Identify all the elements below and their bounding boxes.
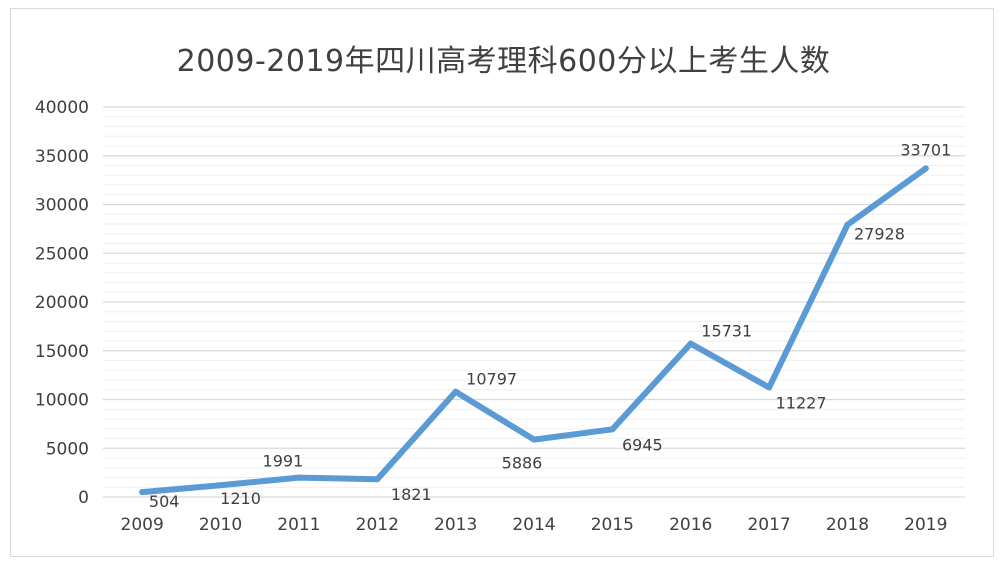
data-label: 10797 xyxy=(466,370,517,389)
x-tick-label: 2009 xyxy=(121,515,164,535)
data-label: 33701 xyxy=(900,140,951,159)
y-tick-label: 35000 xyxy=(35,147,89,167)
minor-gridlines xyxy=(103,116,965,488)
x-tick-label: 2010 xyxy=(199,515,242,535)
data-label: 1210 xyxy=(220,489,261,508)
x-tick-label: 2011 xyxy=(277,515,320,535)
data-label: 1991 xyxy=(263,452,304,471)
chart-title: 2009-2019年四川高考理科600分以上考生人数 xyxy=(176,44,831,79)
x-tick-label: 2017 xyxy=(747,515,790,535)
data-point xyxy=(922,165,929,172)
data-label: 6945 xyxy=(622,435,663,454)
x-tick-label: 2015 xyxy=(591,515,634,535)
data-label: 504 xyxy=(149,492,180,511)
y-tick-label: 5000 xyxy=(46,439,89,459)
data-label: 15731 xyxy=(701,322,752,341)
major-gridlines xyxy=(103,106,965,498)
data-point xyxy=(217,482,224,489)
x-tick-label: 2016 xyxy=(669,515,712,535)
data-point xyxy=(531,436,537,443)
x-tick-label: 2019 xyxy=(904,515,947,535)
y-tick-label: 20000 xyxy=(35,293,89,313)
x-tick-label: 2014 xyxy=(512,515,555,535)
data-label: 5886 xyxy=(502,454,543,473)
series-group xyxy=(139,165,929,496)
y-tick-label: 0 xyxy=(78,488,89,508)
data-point xyxy=(452,388,459,395)
data-label: 27928 xyxy=(854,225,905,244)
y-tick-label: 10000 xyxy=(35,391,89,411)
data-label: 11227 xyxy=(776,394,827,413)
y-tick-label: 30000 xyxy=(35,196,89,216)
data-point xyxy=(844,221,851,228)
data-point xyxy=(374,476,381,483)
x-tick-label: 2018 xyxy=(826,515,869,535)
y-axis-tick-labels: 0 5000 10000 15000 20000 25000 30000 35000 40000 xyxy=(35,98,89,508)
x-axis-tick-labels: 2009 2010 2011 2012 2013 2014 2015 2016 2017 2018… xyxy=(121,515,948,535)
data-point xyxy=(766,384,773,391)
y-tick-label: 15000 xyxy=(35,342,89,362)
y-tick-label: 40000 xyxy=(35,98,89,118)
y-tick-label: 25000 xyxy=(35,244,89,264)
x-tick-label: 2012 xyxy=(356,515,399,535)
data-point xyxy=(295,474,302,481)
x-tick-label: 2013 xyxy=(434,515,477,535)
data-point xyxy=(609,426,616,433)
data-point xyxy=(139,489,146,496)
series-line xyxy=(139,165,929,496)
data-point xyxy=(687,340,694,347)
data-label: 1821 xyxy=(391,485,432,504)
